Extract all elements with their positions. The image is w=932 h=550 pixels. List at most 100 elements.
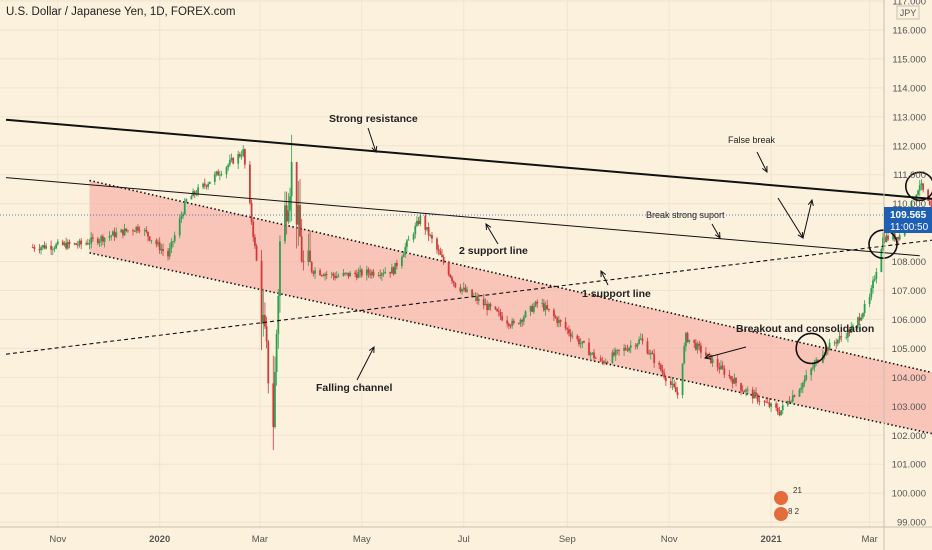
candle-body [347,272,350,277]
candle-body [790,401,793,403]
candle-body [556,317,559,324]
candle-body [636,343,639,347]
candle-body [302,260,305,263]
candle-body [345,272,348,274]
candle-body [466,289,468,292]
candle-body [232,158,235,164]
candle-body [618,349,620,351]
candle-body [524,311,527,318]
candle-body [185,199,188,202]
candle-body [138,230,141,232]
candle-body [392,267,395,275]
candle-body [330,273,333,275]
candle-body [716,359,719,368]
candle-body [295,161,298,225]
candle-body [272,383,275,427]
candle-body [287,210,290,222]
price-tick-label: 101.000 [892,460,926,471]
candle-body [887,235,889,240]
label-falling-channel: Falling channel [316,382,393,394]
price-tick-label: 106.000 [892,315,926,326]
price-tick-label: 104.000 [892,373,926,384]
candle-body [897,236,899,240]
currency-label: JPY [900,8,917,18]
candle-body [721,365,724,369]
arrow-head [368,345,375,354]
label-breakout: Breakout and consolidation [736,323,874,335]
candle-body [517,323,520,324]
candle-body [390,267,393,274]
candle-body [688,339,691,342]
candle-body [449,274,452,278]
candle-body [431,235,433,239]
candle-body [882,237,884,250]
candle-body [157,242,159,245]
candle-body [55,244,58,249]
circle-markers [795,171,932,365]
badge-bottom-text: 8 2 [788,507,800,516]
candle-body [695,342,697,350]
candle-body [240,155,243,157]
annotation-arrows [356,127,814,381]
candle-body [511,320,514,327]
candle-body [80,240,83,245]
candle-body [279,241,281,297]
candle-body [242,149,245,156]
candle-body [127,230,129,232]
time-tick-label: Nov [661,534,678,545]
countdown-value: 11:00:50 [890,222,929,233]
candle-body [205,185,208,187]
candle-body [451,277,453,282]
candle-body [780,410,783,416]
candle-body [417,220,420,225]
candle-body [143,229,146,231]
candle-body [753,392,756,399]
price-tick-label: 103.000 [892,402,926,413]
candle-body [180,216,183,219]
candle-body [155,240,158,245]
candle-body [215,171,218,175]
candle-body [892,233,894,240]
candle-body [798,389,801,397]
candle-body [461,289,463,292]
time-tick-label: Sep [559,534,576,545]
candle-body [558,320,560,324]
candle-body [800,387,803,390]
price-tick-label: 108.000 [892,257,926,268]
candle-body [190,196,193,200]
candle-body [696,343,699,350]
candle-body [412,234,415,240]
candle-body [322,275,325,277]
candle-body [858,317,861,321]
candle-body [639,338,642,340]
candle-body [850,327,853,333]
time-axis[interactable]: Nov2020MarMayJulSepNov2021MarMay [49,534,932,545]
candle-body [664,377,667,382]
candle-body [755,392,757,395]
candle-body [476,296,478,301]
candle-body [170,241,173,249]
candle-body [868,297,871,304]
label-false-break: False break [728,135,776,145]
candle-body [536,301,539,304]
candle-body [213,174,216,182]
candle-body [324,273,326,276]
candle-body [599,358,602,361]
candle-body [828,342,831,351]
candle-body [601,360,604,362]
currency-box[interactable] [896,5,920,20]
candle-body [730,376,732,380]
candle-body [623,347,625,351]
candle-body [277,296,280,334]
candle-body [86,243,89,245]
candle-body [706,353,709,356]
candle-body [145,229,148,232]
candle-body [731,379,734,384]
candle-body [606,361,609,363]
candle-body [669,381,672,385]
price-axis[interactable]: 117.000 116.000 115.000 114.000 113.000 112.0… [892,0,926,529]
candle-body [898,235,901,240]
candle-body [68,241,71,245]
candle-body [439,250,442,255]
